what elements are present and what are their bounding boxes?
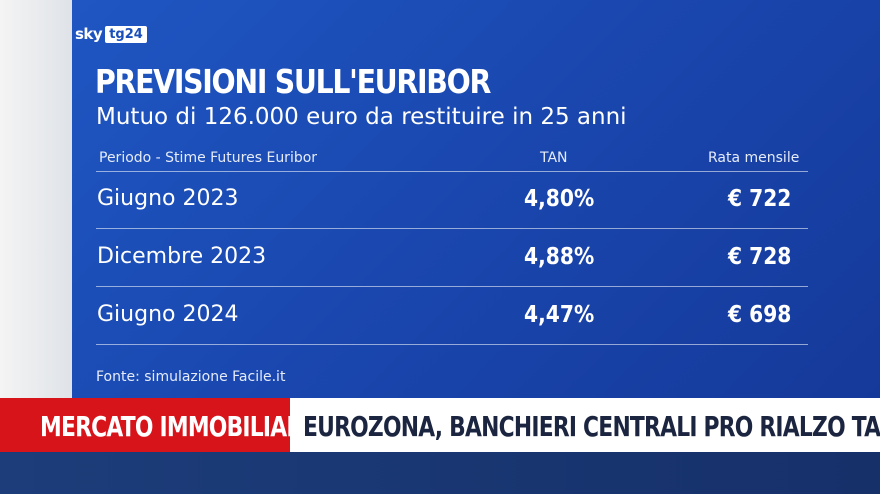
row-period: Giugno 2023 bbox=[97, 186, 239, 211]
row-rate: € 698 bbox=[728, 302, 792, 328]
row-tan: 4,47% bbox=[524, 302, 595, 328]
row-tan: 4,88% bbox=[524, 244, 595, 270]
row-rate: € 728 bbox=[728, 244, 792, 270]
graphic-title: PREVISIONI SULL'EURIBOR bbox=[95, 62, 491, 101]
row-period: Dicembre 2023 bbox=[97, 244, 267, 269]
logo-brand: sky bbox=[75, 25, 103, 43]
table-divider bbox=[96, 228, 808, 229]
logo-channel: tg24 bbox=[105, 25, 147, 43]
news-ticker: MERCATO IMMOBILIARE EUROZONA, BANCHIERI … bbox=[0, 398, 880, 452]
graphic-subtitle: Mutuo di 126.000 euro da restituire in 2… bbox=[96, 104, 627, 130]
table-divider bbox=[96, 286, 808, 287]
ticker-headline: EUROZONA, BANCHIERI CENTRALI PRO RIALZO … bbox=[303, 410, 880, 443]
source-note: Fonte: simulazione Facile.it bbox=[96, 369, 286, 385]
row-tan: 4,80% bbox=[524, 186, 595, 212]
lower-background bbox=[0, 452, 880, 494]
row-rate: € 722 bbox=[728, 186, 792, 212]
column-header-tan: TAN bbox=[540, 150, 568, 166]
infographic-panel bbox=[72, 0, 880, 398]
table-divider bbox=[96, 344, 808, 345]
ticker-section-label: MERCATO IMMOBILIARE bbox=[40, 410, 317, 443]
column-header-rate: Rata mensile bbox=[708, 150, 800, 166]
table-divider bbox=[96, 171, 808, 172]
ticker-section-box: MERCATO IMMOBILIARE bbox=[0, 398, 317, 452]
column-header-period: Periodo - Stime Futures Euribor bbox=[99, 150, 318, 166]
skytg24-logo: sky tg24 bbox=[75, 24, 147, 44]
row-period: Giugno 2024 bbox=[97, 302, 239, 327]
